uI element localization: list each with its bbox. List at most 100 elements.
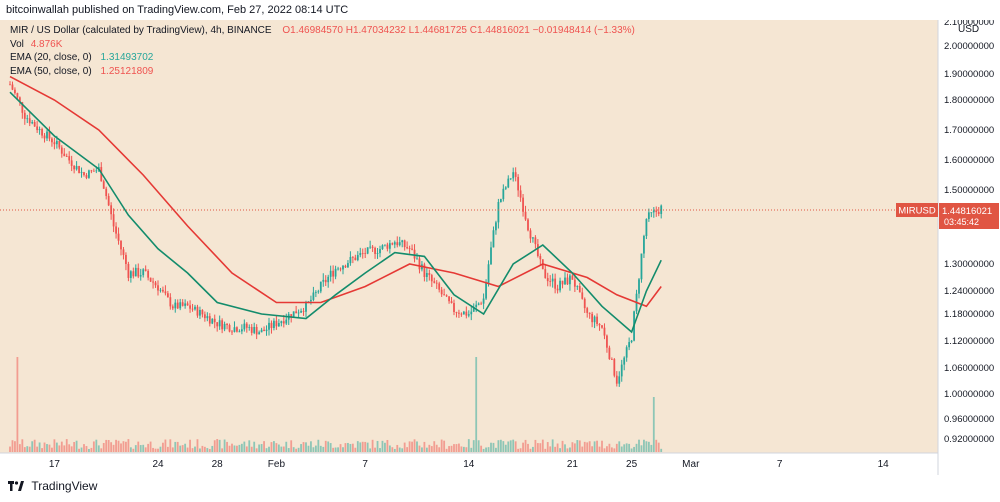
candle-body (112, 214, 115, 227)
candle-body (480, 303, 483, 305)
candle-body (28, 118, 31, 124)
candle-body (423, 264, 426, 277)
candlestick-chart[interactable]: 2.10000000 2.00000000 1.90000000 1.80000000… (0, 17, 1000, 497)
candle-body (615, 375, 618, 384)
candle-body (245, 323, 248, 328)
y-tick-label: 1.06000000 (944, 363, 994, 374)
volume-bar (359, 442, 362, 452)
countdown-value: 03:45:42 (944, 217, 979, 227)
candle-body (534, 237, 537, 245)
candle-body (416, 258, 418, 260)
volume-bar (386, 439, 389, 452)
candle-body (462, 311, 465, 315)
candle-body (228, 325, 231, 332)
y-tick-label: 1.18000000 (944, 309, 994, 320)
candle-body (625, 347, 628, 358)
candle-body (657, 212, 660, 214)
candle-body (564, 277, 566, 285)
volume-bar (265, 448, 268, 452)
x-tick-label: 17 (49, 459, 61, 470)
volume-bar (105, 439, 108, 452)
candle-body (43, 135, 46, 139)
candle-body (268, 322, 270, 330)
candle-body (361, 253, 364, 254)
volume-bar (475, 357, 478, 452)
candle-body (504, 187, 507, 189)
volume-bar (403, 442, 406, 452)
candle-body (322, 279, 325, 282)
candle-body (618, 376, 621, 384)
volume-bar (467, 439, 470, 452)
volume-bar (260, 444, 263, 452)
volume-bar (522, 442, 524, 452)
volume-bar (458, 443, 460, 452)
candle-body (319, 281, 322, 292)
volume-bar (344, 443, 347, 452)
candle-body (497, 202, 500, 223)
volume-bar (171, 447, 174, 452)
candle-body (194, 306, 196, 310)
candle-body (650, 212, 653, 214)
volume-bar (28, 446, 31, 452)
symbol-tag (896, 203, 938, 217)
x-tick-label: 7 (777, 459, 783, 470)
volume-bar (243, 441, 246, 452)
candle-body (189, 305, 191, 309)
volume-bar (149, 441, 152, 452)
volume-bar (223, 439, 226, 452)
volume-bar (194, 446, 196, 452)
candle-body (11, 84, 14, 90)
candle-body (31, 122, 34, 124)
candle-body (428, 273, 431, 276)
volume-bar (477, 440, 480, 452)
footer: TradingView (0, 475, 1000, 497)
candle-body (55, 140, 58, 145)
volume-bar (384, 442, 386, 452)
volume-bar (482, 448, 485, 452)
volume-bar (462, 446, 465, 452)
volume-bar (312, 447, 315, 452)
candle-body (586, 308, 589, 313)
volume-bar (258, 444, 261, 452)
volume-bar (645, 441, 648, 452)
volume-bar (507, 441, 510, 452)
legend-ohlc: O1.46984570 H1.47034232 L1.44681725 C1.4… (282, 25, 635, 36)
volume-bar (351, 443, 354, 452)
volume-bar (282, 446, 285, 452)
volume-bar (544, 448, 547, 452)
candle-body (233, 327, 236, 332)
candle-body (329, 270, 332, 277)
candle-body (240, 329, 243, 332)
candle-body (386, 244, 389, 249)
volume-bar (142, 444, 145, 452)
volume-bar (371, 439, 374, 452)
candle-body (351, 256, 354, 258)
candle-body (65, 156, 68, 157)
candle-body (105, 188, 108, 197)
volume-bar (601, 440, 603, 452)
volume-bar (643, 439, 645, 452)
y-tick-label: 1.50000000 (944, 185, 994, 196)
volume-bar (480, 445, 483, 452)
chart-area[interactable]: 2.10000000 2.00000000 1.90000000 1.80000000… (0, 17, 1000, 497)
volume-bar (433, 441, 436, 452)
volume-bar (448, 446, 450, 452)
candle-body (18, 97, 21, 103)
candle-body (379, 249, 381, 254)
volume-bar (586, 442, 589, 452)
volume-bar (176, 441, 179, 452)
candle-body (164, 291, 167, 294)
candle-body (58, 140, 61, 148)
candle-body (413, 249, 416, 259)
volume-bar (90, 447, 93, 452)
candle-body (38, 128, 41, 131)
y-tick-label: 1.80000000 (944, 95, 994, 106)
volume-bar (504, 444, 507, 452)
candle-body (524, 211, 527, 220)
volume-layer (9, 357, 663, 452)
volume-bar (78, 448, 80, 452)
candle-body (433, 281, 436, 283)
volume-bar (319, 445, 322, 452)
volume-bar (551, 439, 554, 452)
candle-body (9, 84, 11, 86)
